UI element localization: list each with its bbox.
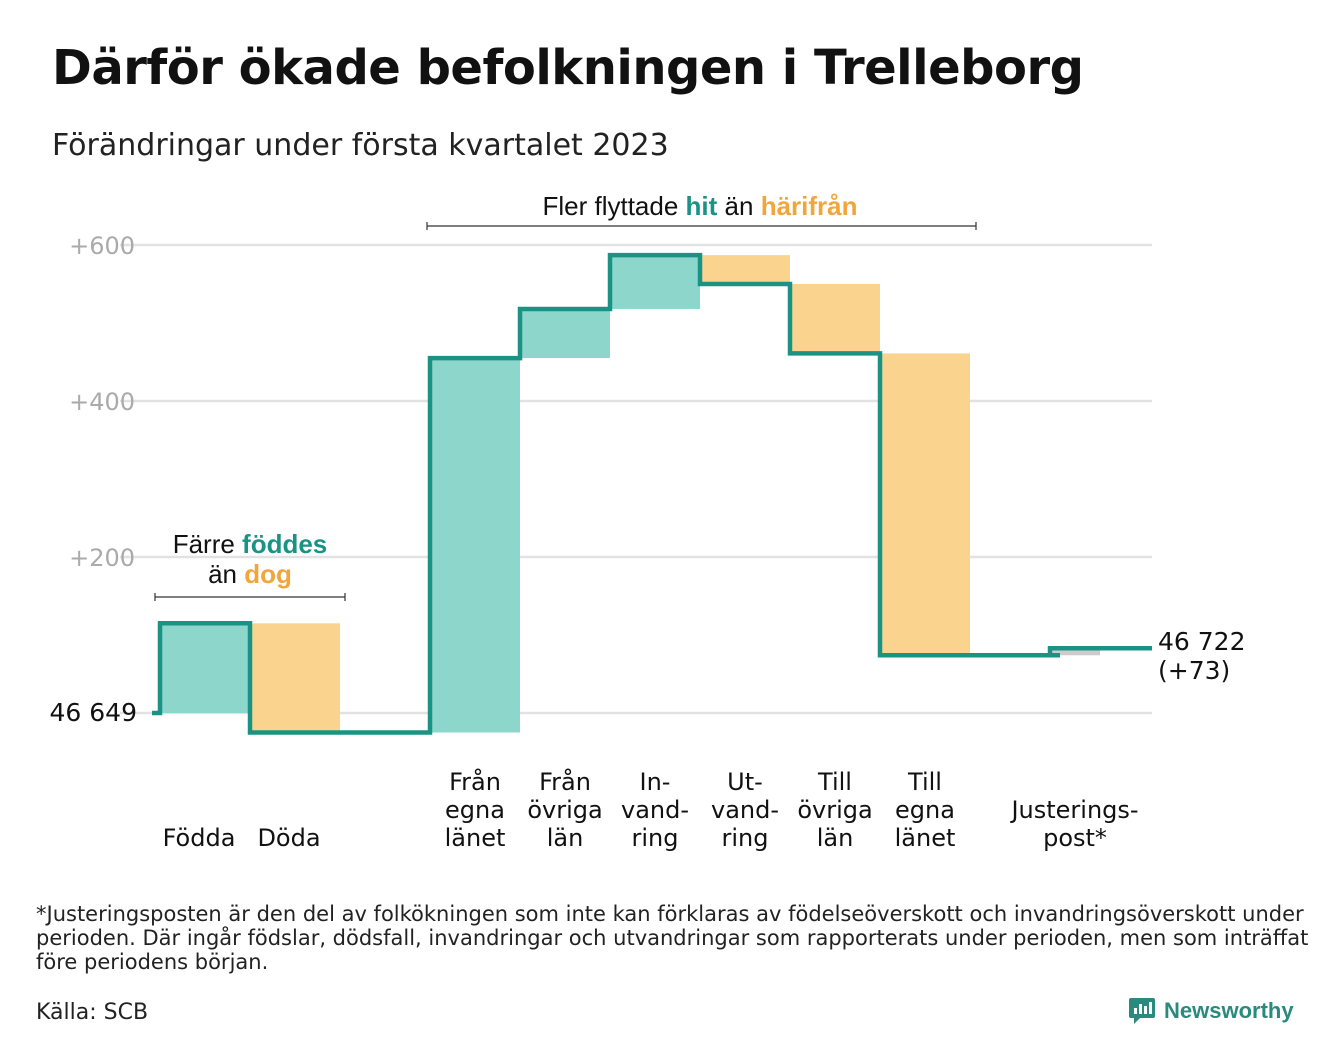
category-label: post* [1043, 824, 1107, 852]
category-label: vand- [621, 796, 689, 824]
category-label: Justerings- [1009, 796, 1138, 824]
category-label: övriga [797, 796, 872, 824]
waterfall-bar [700, 255, 790, 284]
waterfall-bar [1050, 648, 1100, 656]
annotation-deaths-part: dog [244, 559, 292, 589]
newsworthy-logo-text: Newsworthy [1164, 998, 1294, 1023]
category-label: länet [445, 824, 506, 852]
end-change-label: (+73) [1158, 656, 1230, 685]
waterfall-bar [160, 623, 250, 713]
y-tick-label: +600 [69, 232, 135, 260]
category-label: län [817, 824, 854, 852]
category-label: Till [907, 768, 942, 796]
annotation-births-part: föddes [242, 529, 327, 559]
category-label: län [547, 824, 584, 852]
annotation-migration-part: hit [686, 191, 718, 221]
waterfall-chart: +200 +400 +600 46 649 46 722(+73) Födda Döda Fr… [50, 191, 1246, 852]
annotation-migration-part: än [717, 191, 760, 221]
category-label: övriga [527, 796, 602, 824]
annotation-migration-part: Fler flyttade [542, 191, 685, 221]
annotation-migration-part: härifrån [761, 191, 858, 221]
waterfall-bar [790, 284, 880, 354]
annotation-deaths: än dog [208, 559, 292, 589]
chart-subtitle: Förändringar under första kvartalet 2023 [52, 128, 669, 163]
category-label: Från [539, 767, 591, 796]
footnote: *Justeringsposten är den del av folkökni… [36, 902, 1309, 974]
category-label: länet [895, 824, 956, 852]
category-label: Från [449, 767, 501, 796]
annotation-migration: Fler flyttade hit än härifrån [542, 191, 857, 221]
waterfall-bar [250, 623, 340, 733]
waterfall-bar [880, 353, 970, 656]
waterfall-bar [430, 358, 520, 733]
category-label: egna [895, 796, 955, 824]
baseline-value-label: 46 649 [50, 698, 137, 727]
annotation-births-part: Färre [173, 529, 242, 559]
annotation-births: Färre föddes [173, 529, 328, 559]
category-label: egna [445, 796, 505, 824]
y-tick-label: +200 [69, 544, 135, 572]
category-label: Döda [257, 824, 320, 852]
end-value-label: 46 722 [1158, 627, 1245, 656]
waterfall-bar [520, 308, 610, 359]
newsworthy-logo-icon [1129, 998, 1155, 1024]
category-label: ring [722, 824, 769, 852]
chart-title: Därför ökade befolkningen i Trelleborg [52, 40, 1084, 96]
category-label: Födda [163, 824, 236, 852]
annotation-deaths-part: än [208, 559, 244, 589]
y-tick-label: +400 [69, 388, 135, 416]
waterfall-bar [610, 255, 700, 309]
cumulative-step-line [152, 252, 1152, 735]
category-label: Till [817, 768, 852, 796]
newsworthy-logo: Newsworthy [1128, 996, 1294, 1026]
category-label: Ut- [727, 768, 763, 796]
source-label: Källa: SCB [36, 1000, 149, 1025]
category-label: In- [640, 768, 671, 796]
category-label: ring [632, 824, 679, 852]
category-label: vand- [711, 796, 779, 824]
